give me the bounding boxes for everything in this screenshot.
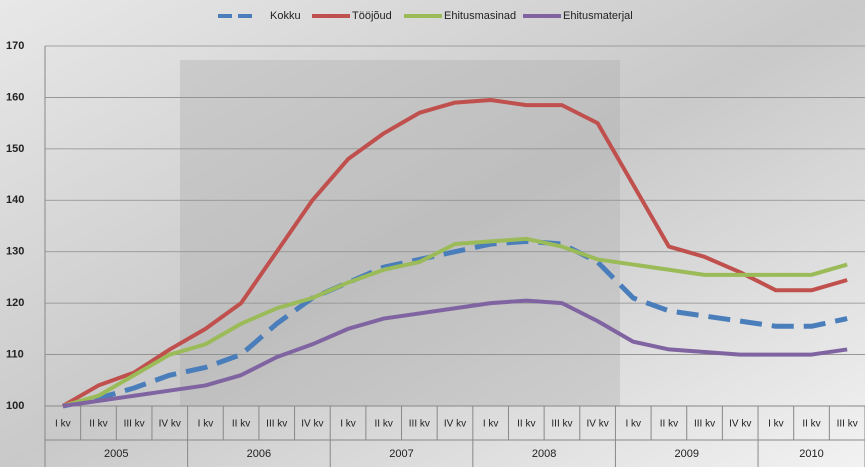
x-tick-label: III kv (694, 419, 715, 430)
y-tick-label: 170 (6, 40, 24, 52)
y-tick-label: 140 (6, 194, 24, 206)
series-line (62, 236, 848, 408)
x-tick-label: IV kv (586, 419, 608, 430)
y-tick-label: 160 (6, 91, 24, 103)
x-tick-label: I kv (625, 419, 641, 430)
x-tick-label: I kv (340, 419, 356, 430)
x-tick-label: IV kv (159, 419, 181, 430)
y-tick-label: 150 (6, 143, 24, 155)
year-label: 2007 (389, 448, 413, 460)
x-tick-label: II kv (517, 419, 535, 430)
x-tick-label: IV kv (301, 419, 323, 430)
y-tick-label: 130 (6, 246, 24, 258)
year-label: 2009 (674, 448, 698, 460)
x-tick-label: III kv (837, 419, 858, 430)
x-tick-label: II kv (660, 419, 678, 430)
legend-label: Ehitusmaterjal (563, 10, 633, 22)
year-label: 2008 (532, 448, 556, 460)
building-photo (180, 60, 620, 406)
year-label: 2006 (247, 448, 271, 460)
x-tick-label: I kv (55, 419, 71, 430)
legend-label: Kokku (270, 10, 301, 22)
x-tick-label: IV kv (729, 419, 751, 430)
x-tick-label: III kv (551, 419, 572, 430)
year-label: 2010 (799, 448, 823, 460)
x-tick-label: I kv (483, 419, 499, 430)
x-tick-label: II kv (375, 419, 393, 430)
x-tick-label: IV kv (444, 419, 466, 430)
series-line (61, 98, 848, 408)
x-tick-label: II kv (232, 419, 250, 430)
year-label: 2005 (104, 448, 128, 460)
series-line (62, 298, 848, 408)
legend-label: Ehitusmasinad (444, 10, 516, 22)
x-tick-label: I kv (768, 419, 784, 430)
legend-label: Tööjõud (352, 10, 392, 22)
x-tick-label: III kv (409, 419, 430, 430)
x-tick-label: I kv (198, 419, 214, 430)
series-line (62, 238, 848, 409)
x-tick-label: III kv (124, 419, 145, 430)
x-tick-label: II kv (802, 419, 820, 430)
x-tick-label: III kv (266, 419, 287, 430)
y-tick-label: 120 (6, 297, 24, 309)
x-tick-label: II kv (89, 419, 107, 430)
y-tick-label: 100 (6, 400, 24, 412)
y-tick-label: 110 (6, 348, 24, 360)
